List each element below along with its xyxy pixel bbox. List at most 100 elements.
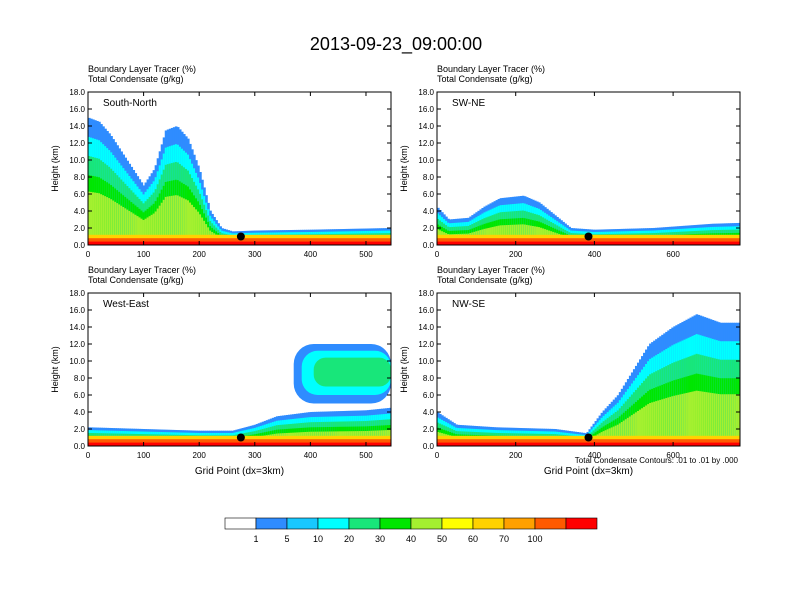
colorbar-swatch [472, 517, 505, 530]
y-tick-label: 8.0 [423, 173, 435, 182]
y-tick-label: 16.0 [69, 306, 85, 315]
y-tick-label: 8.0 [74, 374, 86, 383]
x-tick-label: 0 [86, 451, 91, 460]
panel-header-line1: Boundary Layer Tracer (%) [88, 265, 196, 275]
y-tick-label: 18.0 [418, 289, 434, 298]
colorbar-swatch [317, 517, 350, 530]
surface-layer-max [437, 442, 740, 446]
colorbar-swatch [565, 517, 598, 530]
panel-header-line1: Boundary Layer Tracer (%) [88, 64, 196, 74]
surface-layer-max [88, 442, 391, 446]
location-marker [236, 433, 245, 442]
x-tick-label: 400 [304, 250, 318, 259]
y-tick-label: 14.0 [418, 122, 434, 131]
y-tick-label: 16.0 [418, 105, 434, 114]
panel-west-east: Boundary Layer Tracer (%)Total Condensat… [50, 265, 392, 477]
elevated-layer-core [313, 357, 391, 387]
colorbar-label: 60 [468, 534, 478, 544]
y-tick-label: 0.0 [74, 241, 86, 250]
plot-frame [436, 292, 741, 447]
panel-header-line2: Total Condensate (g/kg) [437, 74, 533, 84]
x-tick-label: 200 [193, 250, 207, 259]
colorbar-label: 30 [375, 534, 385, 544]
plot-frame [87, 91, 392, 246]
y-tick-label: 6.0 [423, 190, 435, 199]
y-tick-label: 10.0 [418, 357, 434, 366]
y-tick-label: 12.0 [69, 139, 85, 148]
colorbar-swatch [379, 517, 412, 530]
x-tick-label: 0 [435, 451, 440, 460]
y-tick-label: 18.0 [69, 88, 85, 97]
panel-header-line2: Total Condensate (g/kg) [437, 275, 533, 285]
y-tick-label: 2.0 [74, 224, 86, 233]
colorbar-label: 100 [527, 534, 542, 544]
colorbar-swatch [503, 517, 536, 530]
x-tick-label: 400 [588, 451, 602, 460]
colorbar-label: 70 [499, 534, 509, 544]
panel-label: South-North [103, 98, 157, 109]
colorbar: 1 5 10 20 30 40 50 60 70 100 [224, 517, 598, 544]
y-tick-label: 18.0 [418, 88, 434, 97]
colorbar-swatch [286, 517, 319, 530]
location-marker [584, 232, 593, 241]
panel-south-north: Boundary Layer Tracer (%)Total Condensat… [50, 64, 392, 259]
x-tick-label: 300 [248, 250, 262, 259]
tracer-field [437, 314, 740, 446]
panel-header-line1: Boundary Layer Tracer (%) [437, 64, 545, 74]
colorbar-label: 5 [284, 534, 289, 544]
y-tick-label: 16.0 [418, 306, 434, 315]
x-tick-label: 100 [137, 451, 151, 460]
y-tick-label: 14.0 [69, 122, 85, 131]
x-tick-label: 0 [435, 250, 440, 259]
plot-frame [436, 91, 741, 246]
surface-layer-max [88, 241, 391, 245]
location-marker [584, 433, 593, 442]
x-tick-label: 500 [359, 451, 373, 460]
tracer-field [88, 344, 391, 446]
y-tick-label: 12.0 [418, 340, 434, 349]
y-tick-label: 16.0 [69, 105, 85, 114]
panel-header-line1: Boundary Layer Tracer (%) [437, 265, 545, 275]
y-tick-label: 8.0 [423, 374, 435, 383]
y-tick-label: 0.0 [423, 442, 435, 451]
y-axis-label: Height (km) [50, 346, 60, 393]
colorbar-swatch [224, 517, 257, 530]
y-tick-label: 0.0 [423, 241, 435, 250]
y-tick-label: 14.0 [418, 323, 434, 332]
x-tick-label: 200 [509, 451, 523, 460]
y-tick-label: 8.0 [74, 173, 86, 182]
y-tick-label: 14.0 [69, 323, 85, 332]
x-tick-label: 600 [666, 250, 680, 259]
colorbar-label: 20 [344, 534, 354, 544]
colorbar-label: 10 [313, 534, 323, 544]
panel-header-line2: Total Condensate (g/kg) [88, 74, 184, 84]
y-tick-label: 4.0 [74, 207, 86, 216]
x-tick-label: 200 [509, 250, 523, 259]
colorbar-swatch [410, 517, 443, 530]
surface-layer-max [437, 241, 740, 245]
x-axis-label: Grid Point (dx=3km) [195, 466, 284, 477]
y-tick-label: 10.0 [418, 156, 434, 165]
y-tick-label: 6.0 [423, 391, 435, 400]
colorbar-label: 40 [406, 534, 416, 544]
panel-sw-ne: Boundary Layer Tracer (%)Total Condensat… [399, 64, 741, 259]
colorbar-label: 50 [437, 534, 447, 544]
x-tick-label: 400 [588, 250, 602, 259]
panel-label: West-East [103, 299, 149, 310]
x-tick-label: 300 [248, 451, 262, 460]
plot-frame [87, 292, 392, 447]
location-marker [236, 232, 245, 241]
y-axis-label: Height (km) [399, 346, 409, 393]
figure-title: 2013-09-23_09:00:00 [310, 34, 482, 55]
y-tick-label: 6.0 [74, 190, 86, 199]
colorbar-label: 1 [253, 534, 258, 544]
x-tick-label: 0 [86, 250, 91, 259]
colorbar-swatch [441, 517, 474, 530]
panel-label: SW-NE [452, 98, 485, 109]
y-tick-label: 10.0 [69, 357, 85, 366]
x-tick-label: 600 [666, 451, 680, 460]
colorbar-swatch [534, 517, 567, 530]
x-tick-label: 400 [304, 451, 318, 460]
y-axis-label: Height (km) [399, 145, 409, 192]
y-tick-label: 4.0 [74, 408, 86, 417]
